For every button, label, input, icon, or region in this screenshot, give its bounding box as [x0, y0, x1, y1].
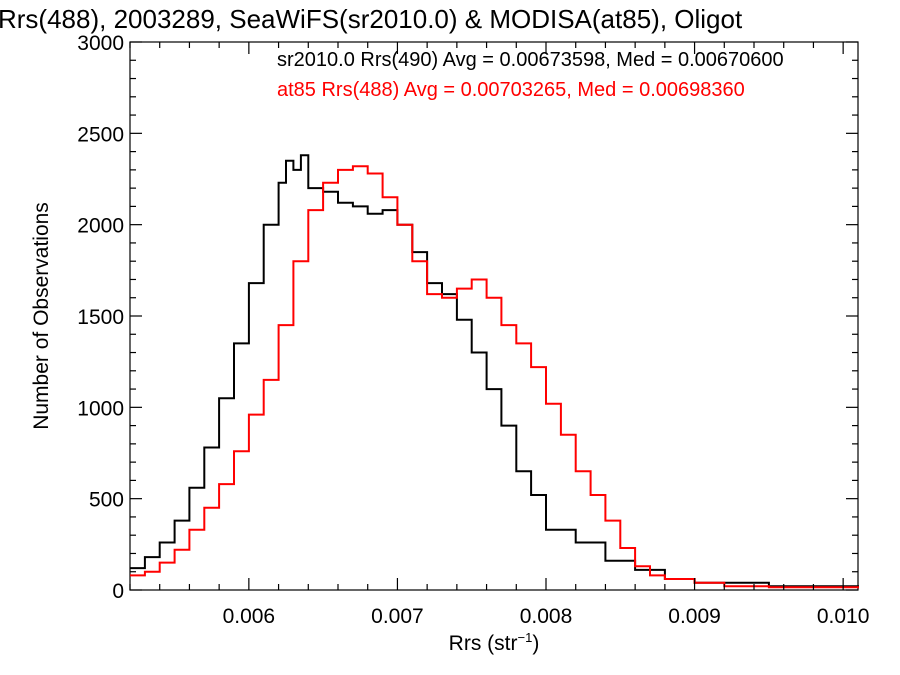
chart-title: Rrs(488), 2003289, SeaWiFS(sr2010.0) & M… — [0, 4, 743, 34]
x-tick-label: 0.006 — [223, 605, 276, 628]
ticks-layer: 0.006 0.007 0.008 0.009 0.010 0 500 1000 1500 200… — [77, 32, 869, 628]
y-tick-label: 3000 — [77, 32, 124, 55]
series-line-0 — [130, 154, 859, 589]
y-tick-label: 0 — [112, 580, 124, 603]
series-layer — [130, 154, 859, 589]
x-tick-label: 0.010 — [817, 605, 870, 628]
series-line-1 — [130, 165, 859, 589]
x-tick-label: 0.009 — [668, 605, 721, 628]
plot-frame — [129, 41, 859, 591]
x-axis-label-close: ) — [532, 632, 539, 655]
x-axis-label-superscript: −1 — [518, 630, 533, 645]
x-tick-label: 0.008 — [520, 605, 573, 628]
legend-entry-sr2010: sr2010.0 Rrs(490) Avg = 0.00673598, Med … — [277, 49, 784, 71]
y-tick-label: 2500 — [77, 123, 124, 146]
y-tick-label: 2000 — [77, 215, 124, 238]
y-tick-label: 1500 — [77, 306, 124, 329]
legend-entry-at85: at85 Rrs(488) Avg = 0.00703265, Med = 0.… — [277, 79, 745, 101]
y-axis-label: Number of Observations — [30, 202, 53, 430]
x-tick-label: 0.007 — [371, 605, 424, 628]
y-tick-label: 500 — [89, 489, 124, 512]
x-axis-label: Rrs (str−1) — [449, 630, 540, 655]
y-tick-label: 1000 — [77, 397, 124, 420]
x-axis-label-main: Rrs (str — [449, 632, 518, 655]
